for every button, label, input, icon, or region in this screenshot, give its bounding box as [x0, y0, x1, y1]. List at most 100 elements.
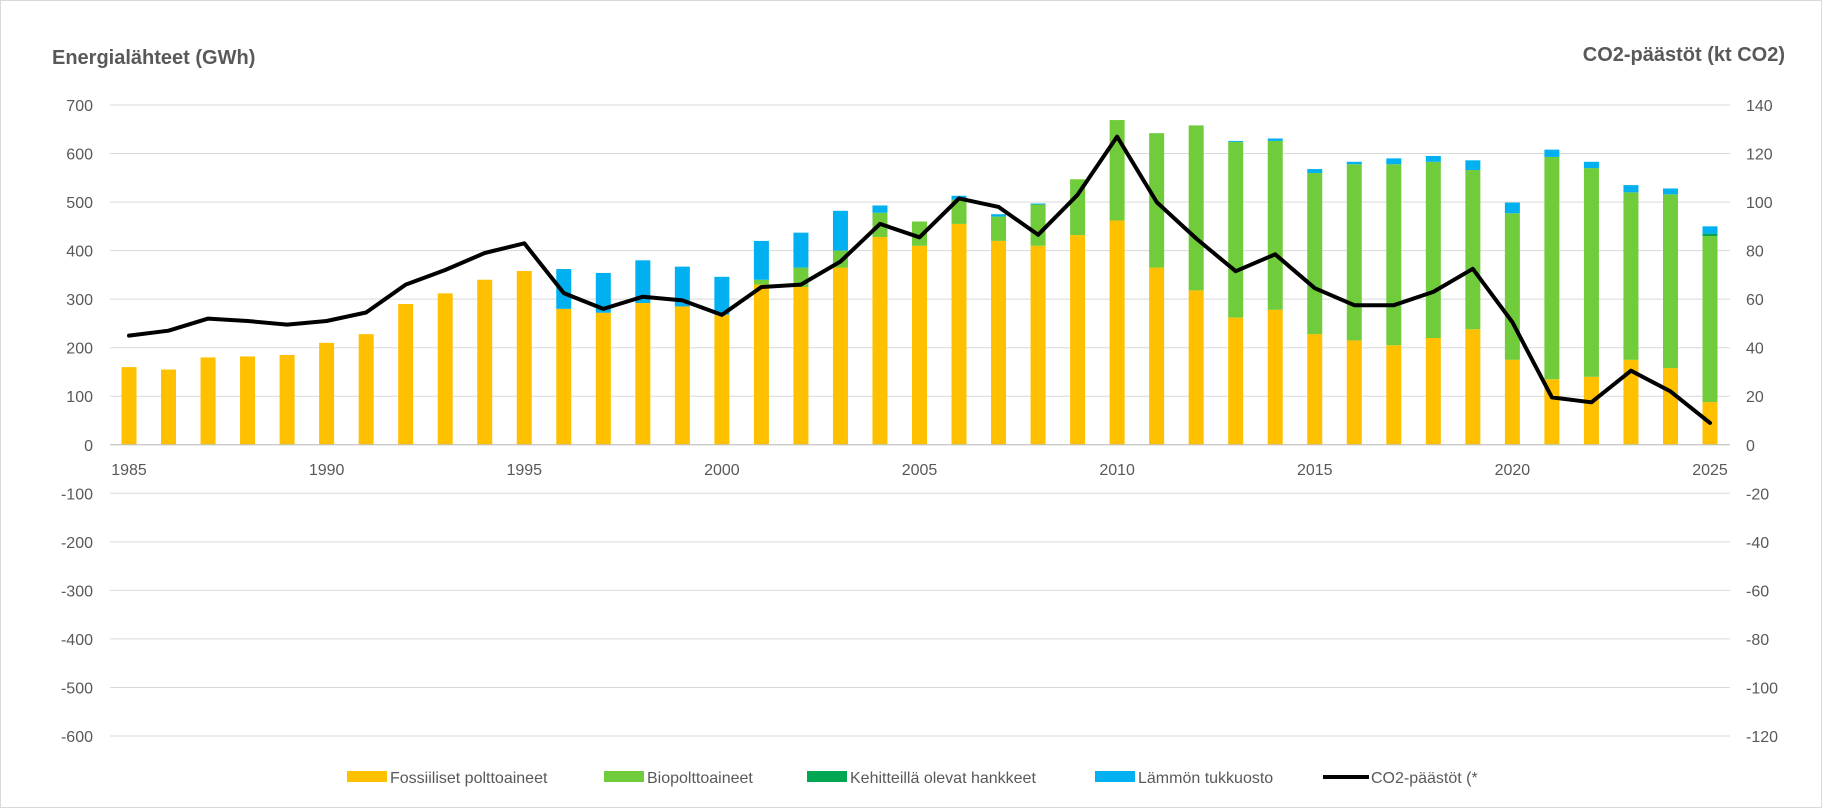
left-tick-label: 400 [66, 244, 93, 261]
bar-segment [1425, 155, 1441, 162]
left-tick-label: 600 [66, 147, 93, 164]
legend-swatch [1095, 771, 1135, 782]
right-tick-label: -120 [1746, 729, 1778, 746]
co2-polyline [127, 134, 1712, 425]
left-tick-label: 700 [66, 98, 93, 115]
bar-segment [1662, 188, 1678, 195]
bar-segment [1544, 379, 1560, 445]
bar-segment [556, 269, 572, 309]
right-axis-title: CO2-päästöt (kt CO2) [1583, 44, 1785, 66]
legend-label: Biopolttoaineet [647, 770, 753, 787]
bar-segment [1386, 164, 1402, 346]
left-axis-title: Energialähteet (GWh) [52, 47, 255, 69]
bar-segment [1583, 161, 1599, 169]
bar-segment [793, 287, 809, 445]
x-tick-label: 2025 [1692, 462, 1728, 479]
bar-segment [1030, 204, 1046, 246]
bar-segment [161, 369, 177, 445]
right-tick-label: -40 [1746, 535, 1769, 552]
bar-segment [1504, 359, 1520, 445]
left-tick-label: 0 [84, 438, 93, 455]
bar-segment [1623, 185, 1639, 193]
bar-segment [1504, 213, 1520, 360]
bar-segment [991, 240, 1007, 445]
legend-swatch [347, 771, 387, 782]
bar-segment [714, 314, 730, 445]
bar-segment [1702, 233, 1718, 237]
x-tick-label: 2000 [704, 462, 740, 479]
bar-segment [1504, 202, 1520, 214]
bar-segment [240, 356, 256, 445]
legend: Fossiiliset polttoaineet Biopolttoaineet K… [347, 770, 1478, 787]
right-tick-label: 40 [1746, 341, 1764, 358]
legend-label: Lämmön tukkuosto [1138, 770, 1273, 787]
bar-segment [358, 334, 374, 445]
bar-segment [991, 216, 1007, 241]
left-tick-label: 100 [66, 389, 93, 406]
bar-segment [595, 312, 611, 445]
bar-segment [951, 199, 967, 224]
x-tick-label: 2020 [1495, 462, 1531, 479]
right-tick-label: 60 [1746, 292, 1764, 309]
bar-segment [1623, 359, 1639, 445]
x-tick-label: 1985 [111, 462, 147, 479]
right-tick-label: 140 [1746, 98, 1773, 115]
bar-segment [1583, 168, 1599, 377]
left-tick-label: 500 [66, 195, 93, 212]
bar-segment [1267, 140, 1283, 310]
right-tick-label: -60 [1746, 583, 1769, 600]
bar-segment [121, 367, 137, 445]
bar-segment [1346, 340, 1362, 445]
bar-segment [1070, 179, 1086, 236]
bar-segment [635, 303, 651, 445]
bar-segment [1702, 226, 1718, 234]
bar-segment [1307, 169, 1323, 173]
bar-segment [753, 279, 769, 285]
bar-segment [991, 214, 1007, 217]
left-tick-label: -200 [61, 535, 93, 552]
bar-segment [714, 276, 730, 315]
bar-segment [1465, 170, 1481, 330]
bar-segment [437, 293, 453, 445]
co2-line [127, 134, 1712, 425]
left-tick-label: -300 [61, 583, 93, 600]
bar-segment [1465, 329, 1481, 445]
bar-segment [1267, 309, 1283, 445]
bar-segment [1267, 138, 1283, 141]
axes: 7006005004003002001000-100-200-300-400-5… [61, 98, 1778, 746]
bar-segment [1386, 158, 1402, 165]
legend-label: CO2-päästöt (* [1371, 770, 1478, 787]
bar-segment [1188, 290, 1204, 445]
legend-label: Kehitteillä olevat hankkeet [850, 770, 1036, 787]
left-tick-label: -600 [61, 729, 93, 746]
right-tick-label: -100 [1746, 680, 1778, 697]
bar-segment [832, 267, 848, 445]
bar-segment [1228, 317, 1244, 445]
bar-segment [1583, 376, 1599, 445]
bar-segment [1623, 192, 1639, 360]
bar-segment [1228, 140, 1244, 142]
bar-segment [1346, 161, 1362, 165]
bar-segment [1109, 220, 1125, 445]
bar-segment [1030, 203, 1046, 205]
bar-segment [556, 308, 572, 445]
bar-segment [1465, 160, 1481, 171]
bar-segment [279, 354, 295, 445]
x-tick-label: 2015 [1297, 462, 1333, 479]
left-tick-label: 200 [66, 341, 93, 358]
right-tick-label: 100 [1746, 195, 1773, 212]
bar-segment [595, 272, 611, 313]
legend-swatch [604, 771, 644, 782]
bar-segment [753, 240, 769, 280]
bar-segment [1307, 334, 1323, 445]
bar-segment [200, 357, 216, 445]
bar-segment [319, 342, 335, 445]
bar-segment [1188, 125, 1204, 291]
bar-segment [1425, 161, 1441, 338]
bar-segment [912, 245, 927, 445]
bar-segment [1544, 156, 1560, 380]
left-tick-label: -400 [61, 632, 93, 649]
left-tick-label: -100 [61, 486, 93, 503]
